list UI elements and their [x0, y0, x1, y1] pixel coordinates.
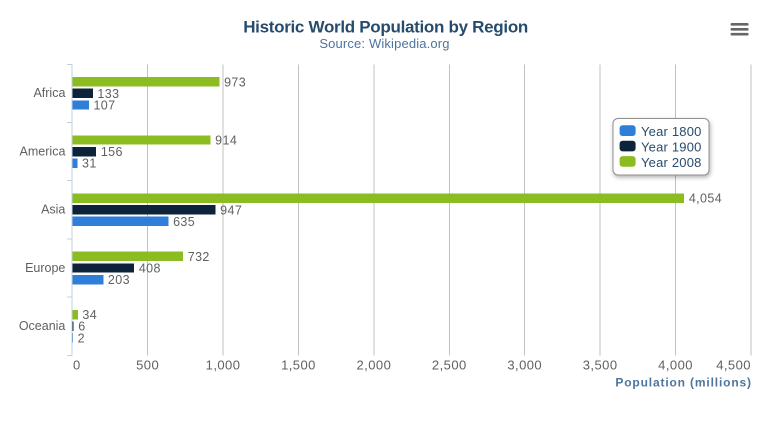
svg-text:0: 0 — [73, 357, 81, 372]
svg-text:2,000: 2,000 — [356, 357, 391, 372]
svg-text:31: 31 — [82, 157, 97, 171]
svg-text:1,500: 1,500 — [281, 357, 316, 372]
svg-text:107: 107 — [93, 99, 115, 113]
svg-text:Source: Wikipedia.org: Source: Wikipedia.org — [319, 36, 449, 51]
svg-text:732: 732 — [188, 250, 210, 264]
svg-text:Historic World Population by R: Historic World Population by Region — [243, 18, 528, 37]
svg-text:America: America — [20, 144, 66, 158]
svg-text:4,054: 4,054 — [689, 192, 722, 206]
svg-text:156: 156 — [101, 145, 123, 159]
svg-text:Year 1900: Year 1900 — [641, 139, 702, 154]
svg-text:203: 203 — [108, 273, 130, 287]
svg-text:2: 2 — [78, 331, 85, 345]
svg-text:408: 408 — [139, 262, 161, 276]
svg-text:Africa: Africa — [33, 86, 65, 100]
svg-text:4,000: 4,000 — [658, 357, 693, 372]
svg-text:635: 635 — [173, 215, 195, 229]
svg-text:Year 1800: Year 1800 — [641, 124, 702, 139]
svg-text:973: 973 — [224, 75, 246, 89]
svg-text:947: 947 — [220, 203, 242, 217]
svg-text:Europe: Europe — [25, 261, 65, 275]
svg-text:2,500: 2,500 — [432, 357, 467, 372]
svg-text:Population (millions): Population (millions) — [615, 376, 752, 390]
svg-text:4,500: 4,500 — [716, 357, 751, 372]
svg-text:Asia: Asia — [41, 203, 65, 217]
svg-text:1,000: 1,000 — [206, 357, 241, 372]
svg-text:Year 2008: Year 2008 — [641, 155, 702, 170]
svg-text:500: 500 — [136, 357, 159, 372]
svg-text:Oceania: Oceania — [19, 319, 66, 333]
svg-text:914: 914 — [215, 133, 237, 147]
svg-text:3,000: 3,000 — [507, 357, 542, 372]
svg-text:3,500: 3,500 — [583, 357, 618, 372]
